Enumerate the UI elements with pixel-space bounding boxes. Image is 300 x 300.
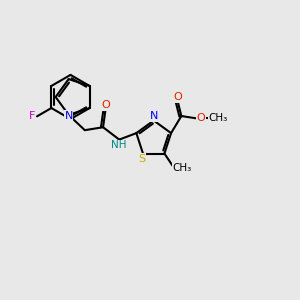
Text: F: F	[28, 111, 35, 121]
Text: N: N	[149, 111, 158, 121]
Text: O: O	[173, 92, 182, 102]
Text: O: O	[102, 100, 110, 110]
Text: CH₃: CH₃	[208, 113, 228, 123]
Text: NH: NH	[111, 140, 126, 151]
Text: CH₃: CH₃	[173, 163, 192, 173]
Text: O: O	[197, 112, 206, 122]
Text: S: S	[138, 154, 145, 164]
Text: N: N	[64, 111, 73, 121]
